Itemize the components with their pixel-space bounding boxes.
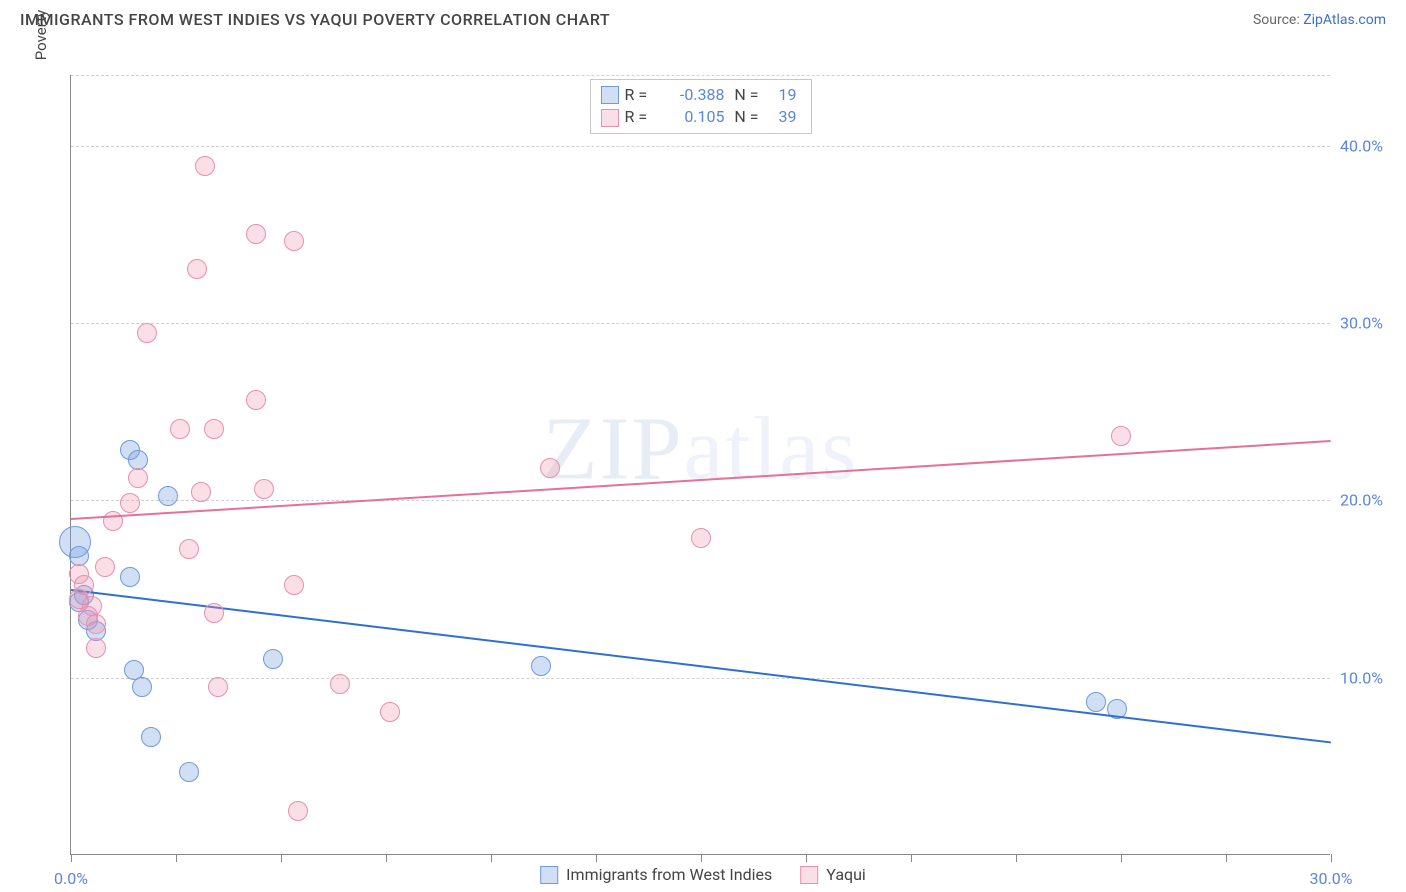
- y-tick-label: 40.0%: [1340, 136, 1400, 155]
- scatter-point: [263, 649, 283, 669]
- x-tick: [1121, 854, 1122, 862]
- gridline: [71, 146, 1330, 147]
- x-tick: [176, 854, 177, 862]
- scatter-point: [170, 419, 190, 439]
- scatter-point: [86, 614, 106, 634]
- gridline: [71, 678, 1330, 679]
- scatter-point: [246, 224, 266, 244]
- y-axis-label: Poverty: [32, 10, 50, 60]
- scatter-point: [284, 575, 304, 595]
- r-value: -0.388: [665, 84, 725, 106]
- scatter-point: [254, 479, 274, 499]
- scatter-point: [330, 674, 350, 694]
- chart-title: IMMIGRANTS FROM WEST INDIES VS YAQUI POV…: [20, 10, 610, 29]
- scatter-point: [132, 677, 152, 697]
- x-tick: [911, 854, 912, 862]
- scatter-point: [120, 493, 140, 513]
- source-label: Source: ZipAtlas.com: [1253, 12, 1386, 28]
- gridline: [71, 75, 1330, 76]
- r-value: 0.105: [665, 106, 725, 128]
- scatter-point: [191, 482, 211, 502]
- legend-swatch: [800, 866, 818, 884]
- x-tick: [491, 854, 492, 862]
- scatter-point: [288, 801, 308, 821]
- y-tick-label: 10.0%: [1340, 668, 1400, 687]
- scatter-point: [158, 486, 178, 506]
- legend-swatch: [540, 866, 558, 884]
- gridline: [71, 500, 1330, 501]
- x-tick: [386, 854, 387, 862]
- legend-stats: R =-0.388N =19R =0.105N =39: [590, 79, 812, 134]
- gridline: [71, 323, 1330, 324]
- scatter-point: [1086, 692, 1106, 712]
- n-value: 39: [765, 106, 797, 128]
- scatter-point: [1111, 426, 1131, 446]
- scatter-point: [208, 677, 228, 697]
- legend-series: Immigrants from West Indies Yaqui: [540, 865, 866, 884]
- scatter-point: [531, 656, 551, 676]
- scatter-point: [187, 259, 207, 279]
- x-tick: [1226, 854, 1227, 862]
- legend-stat-row: R =-0.388N =19: [601, 84, 797, 106]
- x-tick: [1016, 854, 1017, 862]
- legend-label: Immigrants from West Indies: [566, 865, 772, 884]
- legend-swatch: [601, 109, 619, 127]
- header: IMMIGRANTS FROM WEST INDIES VS YAQUI POV…: [0, 0, 1406, 35]
- scatter-point: [691, 528, 711, 548]
- scatter-point: [128, 468, 148, 488]
- scatter-point: [195, 156, 215, 176]
- scatter-point: [380, 702, 400, 722]
- scatter-point: [246, 390, 266, 410]
- x-tick: [71, 854, 72, 862]
- legend-item: Immigrants from West Indies: [540, 865, 772, 884]
- x-tick: [281, 854, 282, 862]
- legend-stat-row: R =0.105N =39: [601, 106, 797, 128]
- x-tick: [1331, 854, 1332, 862]
- scatter-point: [179, 762, 199, 782]
- scatter-point: [204, 419, 224, 439]
- n-value: 19: [765, 84, 797, 106]
- x-tick-label: 30.0%: [1310, 869, 1353, 888]
- legend-item: Yaqui: [800, 865, 866, 884]
- scatter-point: [204, 603, 224, 623]
- scatter-point: [141, 727, 161, 747]
- legend-label: Yaqui: [826, 865, 866, 884]
- source-link[interactable]: ZipAtlas.com: [1303, 12, 1386, 28]
- scatter-point: [137, 323, 157, 343]
- x-tick: [806, 854, 807, 862]
- scatter-point: [86, 638, 106, 658]
- legend-swatch: [601, 86, 619, 104]
- plot-region: ZIPatlas R =-0.388N =19R =0.105N =39 10.…: [70, 75, 1330, 855]
- trend-line: [71, 589, 1331, 743]
- scatter-point: [179, 539, 199, 559]
- scatter-point: [120, 567, 140, 587]
- y-tick-label: 30.0%: [1340, 314, 1400, 333]
- x-tick-label: 0.0%: [54, 869, 88, 888]
- scatter-point: [95, 557, 115, 577]
- scatter-point: [540, 458, 560, 478]
- scatter-point: [103, 511, 123, 531]
- x-tick: [596, 854, 597, 862]
- y-tick-label: 20.0%: [1340, 491, 1400, 510]
- x-tick: [701, 854, 702, 862]
- scatter-point: [284, 231, 304, 251]
